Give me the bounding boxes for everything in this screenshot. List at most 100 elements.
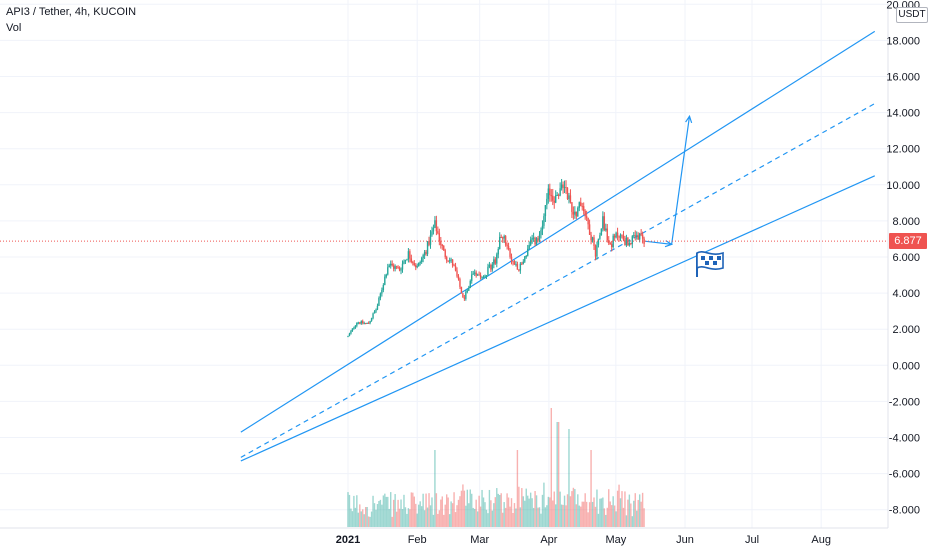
- candle-body: [419, 262, 421, 264]
- candle-body: [613, 235, 616, 238]
- trend-drawings[interactable]: [240, 30, 876, 462]
- volume-bar: [490, 500, 492, 527]
- volume-bar: [422, 493, 424, 527]
- time-tick-label: Aug: [811, 534, 831, 546]
- candle-body: [388, 265, 390, 268]
- candle-body: [549, 188, 551, 196]
- candle-body: [577, 207, 579, 217]
- volume-bar: [404, 507, 407, 527]
- candle-body: [485, 275, 488, 277]
- candle-body: [628, 242, 631, 246]
- volume-bar: [381, 504, 383, 527]
- candle-body: [384, 276, 386, 285]
- candle-body: [482, 276, 485, 278]
- volume-bar: [578, 505, 580, 527]
- volume-bar: [535, 495, 538, 527]
- candle-body: [501, 237, 504, 239]
- volume-bar: [440, 499, 442, 527]
- volume-bar: [459, 496, 461, 527]
- volume-bar: [513, 503, 516, 527]
- volume-bar: [347, 492, 349, 527]
- volume-indicator-label[interactable]: Vol: [6, 22, 22, 34]
- candle-body: [541, 225, 544, 231]
- candle-body: [521, 263, 523, 265]
- candle-body: [591, 237, 594, 241]
- candle-body: [515, 264, 517, 266]
- time-tick-label: 2021: [336, 534, 360, 546]
- volume-bar: [515, 508, 517, 527]
- volume-bar: [563, 495, 566, 527]
- candle-body: [395, 266, 398, 268]
- candle-body: [373, 311, 376, 314]
- volume-bar: [398, 508, 401, 527]
- flag-check: [705, 261, 709, 265]
- candle-body: [472, 273, 474, 275]
- volume-bar: [488, 489, 491, 527]
- volume-bar: [354, 507, 357, 527]
- candle-body: [532, 237, 535, 239]
- volume-bar: [521, 488, 523, 527]
- candle-body: [497, 248, 499, 255]
- candle-body: [431, 231, 433, 236]
- price-axis[interactable]: 20.000 18.000 16.000 14.000 12.000 10.000 8.00…: [886, 0, 920, 517]
- candle-body: [624, 239, 626, 246]
- candle-body: [610, 244, 613, 248]
- volume-bar: [435, 493, 438, 527]
- volume-bar: [418, 504, 420, 527]
- time-tick-label: Mar: [470, 534, 489, 546]
- candle-body: [512, 260, 514, 262]
- volume-bar: [387, 496, 389, 527]
- volume-bar: [364, 507, 367, 527]
- candle-body: [381, 289, 383, 294]
- candle-body: [429, 235, 432, 245]
- time-axis[interactable]: 2021 Feb Mar Apr May Jun Jul Aug: [336, 534, 831, 546]
- volume-bar: [416, 513, 418, 527]
- currency-badge[interactable]: USDT: [896, 7, 928, 23]
- candle-body: [378, 297, 380, 306]
- volume-bar: [420, 506, 423, 527]
- volume-bar: [531, 498, 533, 527]
- price-tick-label: 18.000: [886, 35, 920, 47]
- candle-body: [466, 290, 469, 292]
- volume-bar: [600, 498, 603, 527]
- candle-body: [535, 238, 538, 245]
- candle-body: [503, 236, 505, 239]
- volume-bar: [348, 494, 351, 527]
- volume-bar: [448, 514, 451, 527]
- volume-bar: [624, 491, 626, 527]
- candle-body: [524, 256, 526, 262]
- candle-body: [522, 261, 525, 264]
- volume-bar: [447, 497, 449, 527]
- volume-bar: [612, 496, 614, 527]
- candle-body: [575, 211, 578, 217]
- candle-body: [568, 195, 570, 199]
- volume-bar: [580, 506, 582, 527]
- volume-bar: [412, 492, 414, 527]
- volume-bar: [494, 497, 497, 527]
- volume-bar: [366, 506, 368, 527]
- candle-body: [353, 327, 355, 329]
- candle-body: [400, 269, 402, 271]
- price-tick-label: 4.000: [892, 288, 920, 300]
- flag-icon[interactable]: [696, 251, 724, 277]
- volume-bar: [468, 503, 470, 527]
- volume-bar: [406, 513, 408, 527]
- candle-body: [608, 240, 610, 244]
- volume-bar: [590, 450, 592, 527]
- volume-bar: [432, 514, 435, 527]
- candle-body: [597, 238, 600, 245]
- volume-bar: [575, 504, 578, 527]
- volume-bar: [500, 493, 502, 527]
- candle-body: [369, 321, 371, 324]
- candle-body: [569, 195, 572, 203]
- volume-bar: [503, 502, 505, 527]
- candle-body: [382, 284, 385, 290]
- symbol-title[interactable]: API3 / Tether, 4h, KUCOIN: [6, 6, 137, 18]
- volume-bar: [585, 501, 588, 527]
- volume-bar: [465, 505, 467, 527]
- volume-bar: [491, 510, 494, 527]
- candle-body: [529, 239, 532, 246]
- candle-body: [438, 233, 441, 242]
- volume-bar: [473, 508, 476, 527]
